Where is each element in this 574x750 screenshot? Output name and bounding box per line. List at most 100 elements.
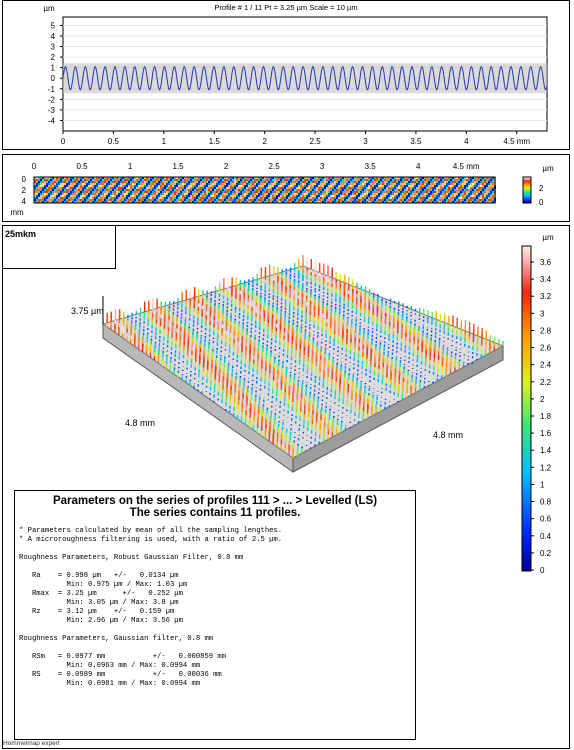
strip-cell bbox=[124, 183, 126, 185]
strip-cell bbox=[88, 187, 90, 189]
strip-cell bbox=[96, 197, 98, 199]
strip-cell bbox=[266, 181, 268, 183]
strip-cell bbox=[56, 179, 58, 181]
strip-cell bbox=[176, 183, 178, 185]
strip-cell bbox=[48, 181, 50, 183]
strip-cell bbox=[236, 193, 238, 195]
strip-cell bbox=[454, 191, 456, 193]
strip-cell bbox=[216, 195, 218, 197]
strip-cell bbox=[262, 195, 264, 197]
strip-cell bbox=[462, 179, 464, 181]
strip-cell bbox=[72, 181, 74, 183]
strip-cell bbox=[214, 179, 216, 181]
strip-cell bbox=[172, 179, 174, 181]
strip-cell bbox=[450, 197, 452, 199]
strip-cell bbox=[184, 189, 186, 191]
strip-cell bbox=[336, 189, 338, 191]
strip-cell bbox=[482, 191, 484, 193]
strip-cell bbox=[262, 181, 264, 183]
strip-cell bbox=[64, 199, 66, 201]
strip-cell bbox=[472, 191, 474, 193]
strip-cell bbox=[478, 183, 480, 185]
strip-cell bbox=[266, 195, 268, 197]
strip-cell bbox=[204, 185, 206, 187]
strip-cell bbox=[90, 183, 92, 185]
strip-cell bbox=[464, 187, 466, 189]
strip-cell bbox=[52, 179, 54, 181]
strip-cell bbox=[240, 187, 242, 189]
strip-colorbar-cell bbox=[523, 200, 531, 201]
strip-cell bbox=[366, 197, 368, 199]
strip-cell bbox=[168, 179, 170, 181]
strip-cell bbox=[292, 189, 294, 191]
strip-cell bbox=[490, 185, 492, 187]
strip-cell bbox=[96, 195, 98, 197]
strip-cell bbox=[118, 193, 120, 195]
strip-cell bbox=[380, 197, 382, 199]
strip-cell bbox=[206, 195, 208, 197]
strip-cell bbox=[58, 199, 60, 201]
strip-cell bbox=[38, 197, 40, 199]
strip-cell bbox=[156, 185, 158, 187]
strip-cell bbox=[292, 187, 294, 189]
strip-cell bbox=[396, 187, 398, 189]
strip-cell bbox=[68, 183, 70, 185]
strip-cell bbox=[442, 199, 444, 201]
strip-cell bbox=[272, 179, 274, 181]
strip-cell bbox=[124, 193, 126, 195]
strip-cell bbox=[372, 191, 374, 193]
strip-cell bbox=[374, 197, 376, 199]
strip-cell bbox=[196, 195, 198, 197]
strip-cell bbox=[232, 193, 234, 195]
strip-cell bbox=[442, 181, 444, 183]
strip-cell bbox=[374, 187, 376, 189]
strip-cell bbox=[238, 193, 240, 195]
strip-cell bbox=[86, 179, 88, 181]
strip-cell bbox=[382, 197, 384, 199]
strip-cell bbox=[52, 199, 54, 201]
strip-cell bbox=[232, 187, 234, 189]
strip-cell bbox=[140, 185, 142, 187]
strip-cell bbox=[344, 189, 346, 191]
strip-cell bbox=[62, 187, 64, 189]
strip-cell bbox=[284, 195, 286, 197]
strip-cell bbox=[418, 193, 420, 195]
strip-cell bbox=[472, 193, 474, 195]
strip-cell bbox=[196, 187, 198, 189]
strip-cell bbox=[464, 195, 466, 197]
strip-cell bbox=[250, 199, 252, 201]
strip-cell bbox=[200, 199, 202, 201]
strip-cell bbox=[58, 189, 60, 191]
strip-cell bbox=[354, 187, 356, 189]
strip-cell bbox=[310, 185, 312, 187]
strip-cell bbox=[384, 183, 386, 185]
strip-cell bbox=[278, 187, 280, 189]
strip-cell bbox=[166, 187, 168, 189]
strip-cell bbox=[66, 185, 68, 187]
strip-cell bbox=[184, 179, 186, 181]
strip-cell bbox=[248, 179, 250, 181]
strip-cell bbox=[120, 191, 122, 193]
strip-cell bbox=[444, 187, 446, 189]
strip-cell bbox=[354, 197, 356, 199]
strip-cell bbox=[200, 191, 202, 193]
strip-cell bbox=[476, 183, 478, 185]
strip-cell bbox=[258, 199, 260, 201]
strip-cell bbox=[310, 181, 312, 183]
strip-cell bbox=[96, 193, 98, 195]
strip-cell bbox=[432, 179, 434, 181]
strip-cell bbox=[490, 187, 492, 189]
strip-cell bbox=[106, 185, 108, 187]
strip-cell bbox=[200, 195, 202, 197]
strip-cell bbox=[234, 195, 236, 197]
strip-cell bbox=[42, 195, 44, 197]
strip-cell bbox=[340, 183, 342, 185]
strip-cell bbox=[176, 185, 178, 187]
strip-cell bbox=[476, 179, 478, 181]
strip-cell bbox=[374, 179, 376, 181]
strip-cell bbox=[244, 187, 246, 189]
strip-cell bbox=[64, 179, 66, 181]
y-tick-label: 1 bbox=[51, 64, 56, 73]
strip-cell bbox=[198, 189, 200, 191]
strip-cell bbox=[136, 195, 138, 197]
